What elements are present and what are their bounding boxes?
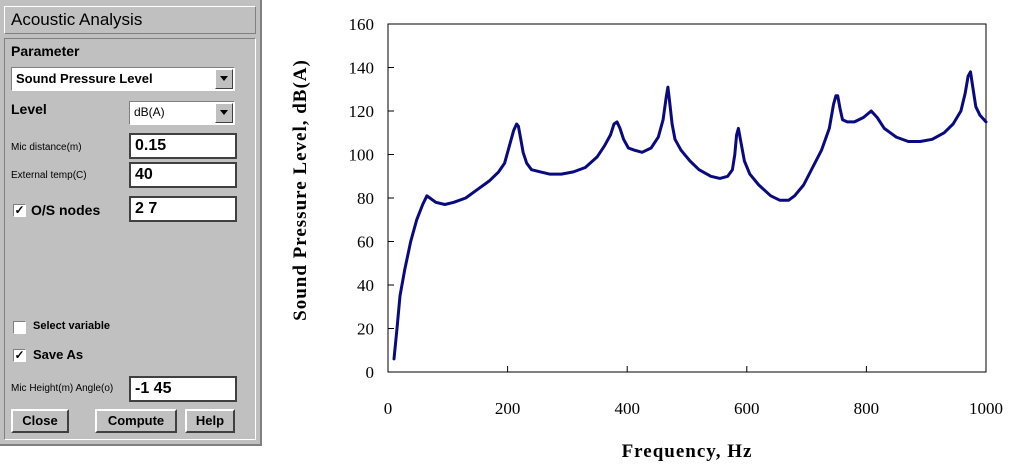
os-nodes-label: O/S nodes bbox=[31, 202, 101, 218]
mic-height-angle-field[interactable]: -1 45 bbox=[129, 376, 237, 402]
dialog-title: Acoustic Analysis bbox=[11, 10, 143, 29]
os-nodes-value: 2 7 bbox=[135, 200, 158, 217]
dialog-body: Parameter Sound Pressure Level Level dB(… bbox=[4, 38, 256, 440]
y-tick-label: 0 bbox=[366, 363, 375, 382]
parameter-select[interactable]: Sound Pressure Level bbox=[11, 67, 235, 91]
chevron-down-icon[interactable] bbox=[215, 103, 233, 123]
x-axis-label: Frequency, Hz bbox=[622, 441, 753, 462]
plot-border bbox=[387, 23, 987, 373]
y-tick-label: 80 bbox=[357, 189, 374, 208]
mic-distance-label: Mic distance(m) bbox=[11, 142, 82, 153]
spl-series-line bbox=[392, 70, 988, 361]
close-button[interactable]: Close bbox=[11, 409, 69, 433]
x-tick-label: 800 bbox=[854, 399, 880, 418]
parameter-label: Parameter bbox=[11, 43, 80, 59]
os-nodes-checkbox[interactable]: ✓ bbox=[13, 203, 26, 217]
y-tick-label: 20 bbox=[357, 320, 374, 339]
x-axis-ticks: 0 200 400 600 800 1000 bbox=[384, 366, 1003, 418]
y-axis-label: Sound Pressure Level, dB(A) bbox=[290, 59, 311, 321]
help-button[interactable]: Help bbox=[185, 409, 235, 433]
plot-frame bbox=[387, 23, 987, 373]
x-tick-label: 600 bbox=[734, 399, 760, 418]
series-group bbox=[392, 70, 988, 361]
parameter-select-value: Sound Pressure Level bbox=[16, 71, 153, 86]
save-as-checkbox[interactable]: ✓ bbox=[13, 348, 26, 362]
y-tick-label: 100 bbox=[349, 146, 375, 165]
y-axis-ticks: 0 20 40 60 80 100 120 140 160 bbox=[349, 15, 394, 382]
x-tick-label: 0 bbox=[384, 399, 393, 418]
external-temp-field[interactable]: 40 bbox=[129, 162, 237, 188]
level-select[interactable]: dB(A) bbox=[129, 101, 235, 125]
x-tick-label: 400 bbox=[614, 399, 640, 418]
acoustic-analysis-dialog: Acoustic Analysis Parameter Sound Pressu… bbox=[0, 0, 262, 446]
dialog-titlebar: Acoustic Analysis bbox=[4, 6, 256, 34]
select-variable-checkbox[interactable] bbox=[13, 321, 26, 334]
save-as-label: Save As bbox=[33, 347, 84, 362]
mic-distance-field[interactable]: 0.15 bbox=[129, 133, 237, 159]
external-temp-label: External temp(C) bbox=[11, 170, 87, 181]
y-tick-label: 60 bbox=[357, 233, 374, 252]
x-tick-label: 1000 bbox=[969, 399, 1003, 418]
x-tick-label: 200 bbox=[495, 399, 520, 418]
os-nodes-field[interactable]: 2 7 bbox=[129, 196, 237, 222]
y-tick-label: 120 bbox=[349, 102, 375, 121]
mic-height-angle-value: -1 45 bbox=[135, 380, 172, 397]
y-tick-label: 140 bbox=[349, 59, 375, 78]
mic-height-angle-label: Mic Height(m) Angle(o) bbox=[11, 383, 114, 394]
level-label: Level bbox=[11, 101, 47, 117]
compute-button[interactable]: Compute bbox=[95, 409, 177, 433]
external-temp-value: 40 bbox=[135, 166, 153, 183]
y-tick-label: 40 bbox=[357, 276, 374, 295]
chevron-down-icon[interactable] bbox=[215, 69, 233, 89]
select-variable-label: Select variable bbox=[33, 320, 111, 332]
mic-distance-value: 0.15 bbox=[135, 137, 167, 154]
level-select-value: dB(A) bbox=[134, 105, 165, 119]
y-tick-label: 160 bbox=[349, 15, 375, 34]
